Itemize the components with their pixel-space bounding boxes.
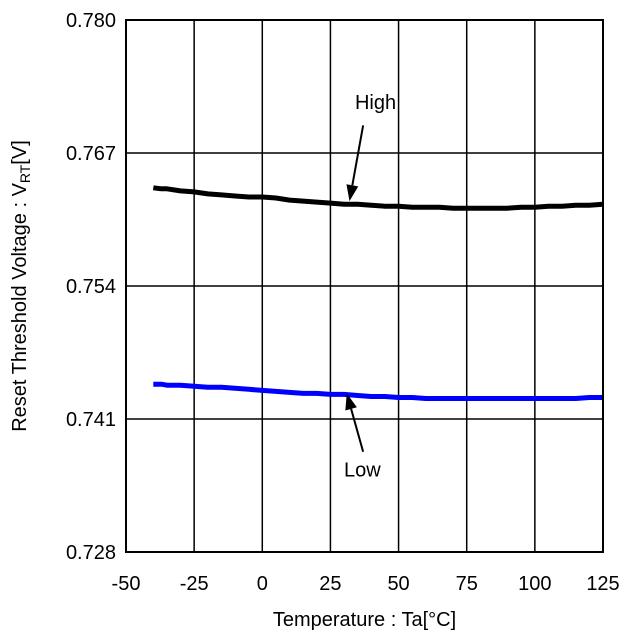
x-tick-label: 75 xyxy=(456,573,478,595)
series-layer xyxy=(152,185,604,401)
x-tick-label: -50 xyxy=(112,573,141,595)
y-tick-label: 0.728 xyxy=(66,542,116,564)
y-tick-labels: 0.728 0.741 0.754 0.767 0.780 xyxy=(66,10,116,564)
x-tick-label: 0 xyxy=(257,573,268,595)
y-tick-label: 0.754 xyxy=(66,276,116,298)
annotation-high-arrowhead xyxy=(346,184,359,202)
y-tick-label: 0.767 xyxy=(66,143,116,165)
series-line-low xyxy=(153,381,603,401)
annotation-low-arrow xyxy=(350,408,365,453)
y-axis-title: Reset Threshold Voltage : VRT[V] xyxy=(9,140,33,432)
x-tick-label: 100 xyxy=(518,573,551,595)
annotation-high: High xyxy=(355,92,396,114)
y-tick-label: 0.780 xyxy=(66,10,116,32)
y-tick-label: 0.741 xyxy=(66,409,116,431)
y-axis-title-unit: [V] xyxy=(9,140,31,164)
grid xyxy=(126,20,603,552)
annotations: High Low xyxy=(344,92,396,481)
series-line-high xyxy=(152,185,604,211)
x-tick-label: 50 xyxy=(387,573,409,595)
y-axis-title-subscript: RT xyxy=(17,164,33,183)
x-tick-labels: -50 -25 0 25 50 75 100 125 xyxy=(112,573,620,595)
x-axis-title: Temperature : Ta[°C] xyxy=(273,609,456,631)
annotation-high-arrow xyxy=(351,125,365,186)
x-tick-label: 125 xyxy=(586,573,619,595)
plot-frame xyxy=(125,19,604,553)
y-axis-title-main: Reset Threshold Voltage : V xyxy=(9,182,31,431)
x-tick-label: -25 xyxy=(180,573,209,595)
annotation-low-arrowhead xyxy=(345,393,357,411)
x-tick-label: 25 xyxy=(319,573,341,595)
annotation-low: Low xyxy=(344,459,381,481)
